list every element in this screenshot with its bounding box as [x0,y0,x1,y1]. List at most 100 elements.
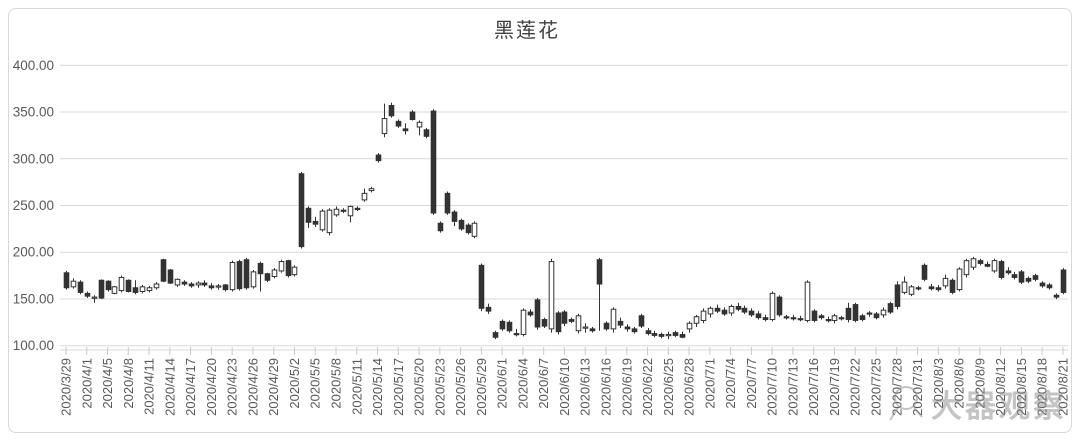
candle-body [790,317,797,320]
candle-body [935,287,942,291]
candle-body [132,287,139,293]
candle-body [492,332,499,338]
candle-body [513,333,520,336]
candle-body [624,326,631,330]
candle-body [333,208,340,216]
x-axis-label: 2020/6/16 [598,358,613,416]
candle-body [651,333,658,336]
candle-body [174,278,181,286]
x-axis-label: 2020/6/4 [515,358,530,409]
x-axis-label: 2020/7/1 [702,358,717,409]
candle-body [319,210,326,231]
candle-body [381,118,388,135]
candle-body [838,317,845,320]
candle-body [291,266,298,276]
candle-body [458,219,465,230]
candle-body [375,154,382,162]
candle-body [1039,282,1046,287]
x-axis-label: 2020/5/20 [412,358,427,416]
candle-body [1011,274,1018,278]
candle-body [589,328,596,332]
candle-body [195,282,202,286]
candle-body [361,192,368,201]
candle-body [998,261,1005,278]
candle-body [928,286,935,290]
candle-body [665,333,672,337]
x-axis-label: 2020/4/26 [245,358,260,416]
candle-body [451,211,458,222]
candle-body [478,264,485,309]
candle-body [520,309,527,335]
candle-body [271,269,278,278]
x-axis-label: 2020/4/17 [183,358,198,416]
candle-body [949,279,956,293]
candle-body [188,283,195,287]
candle-body [340,209,347,212]
x-axis-label: 2020/4/1 [79,358,94,409]
candle-body [1025,277,1032,282]
candle-body [534,299,541,328]
x-axis-label: 2020/4/29 [266,358,281,416]
candle-body [762,317,769,321]
candle-body [430,110,437,214]
candle-body [617,320,624,326]
candle-body [714,307,721,312]
candle-body [243,259,250,289]
candle-body [298,173,305,248]
y-axis-label: 400.00 [13,58,54,73]
candle-body [527,311,534,316]
candle-body [229,262,236,291]
x-axis-label: 2020/7/28 [889,358,904,416]
candle-body [984,263,991,267]
x-axis-label: 2020/8/12 [993,358,1008,416]
candle-body [153,283,160,289]
candle-body [1053,294,1060,298]
x-axis-label: 2020/5/17 [391,358,406,416]
x-axis-label: 2020/8/6 [952,358,967,409]
candle-body [658,333,665,337]
candle-body [596,259,603,285]
candle-body [63,272,70,289]
candle-body [873,313,880,319]
x-axis-label: 2020/8/21 [1055,358,1070,416]
candle-body [741,307,748,313]
x-axis-label: 2020/7/22 [848,358,863,416]
x-axis-label: 2020/6/13 [578,358,593,416]
candle-body [201,282,208,286]
candle-body [575,315,582,332]
candle-body [672,332,679,336]
candle-body [915,287,922,290]
candle-body [776,296,783,316]
candle-body [326,209,333,234]
candle-body [312,220,319,225]
candle-body [700,310,707,321]
x-axis-label: 2020/5/5 [308,358,323,409]
candle-body [125,279,132,292]
candle-body [91,296,98,299]
candle-body [603,322,610,330]
x-axis-label: 2020/4/5 [100,358,115,409]
candle-body [963,260,970,276]
candle-body [825,319,832,322]
y-axis-label: 250.00 [13,198,54,213]
x-axis-label: 2020/6/7 [536,358,551,409]
candle-body [111,286,118,294]
candle-body [499,320,506,330]
candle-body [444,192,451,214]
candle-body [568,319,575,322]
x-axis-label: 2020/5/2 [287,358,302,409]
x-axis-label: 2020/8/15 [1014,358,1029,416]
candle-body [748,310,755,316]
candle-body [866,312,873,315]
x-axis-label: 2020/3/29 [59,358,74,416]
candle-body [845,307,852,321]
y-axis-label: 100.00 [13,338,54,353]
candle-body [98,279,105,299]
candle-body [402,128,409,132]
x-axis-label: 2020/8/9 [972,358,987,409]
candle-body [437,222,444,232]
candle-body [416,121,423,128]
x-axis-label: 2020/4/14 [162,358,177,416]
x-axis-label: 2020/7/13 [785,358,800,416]
